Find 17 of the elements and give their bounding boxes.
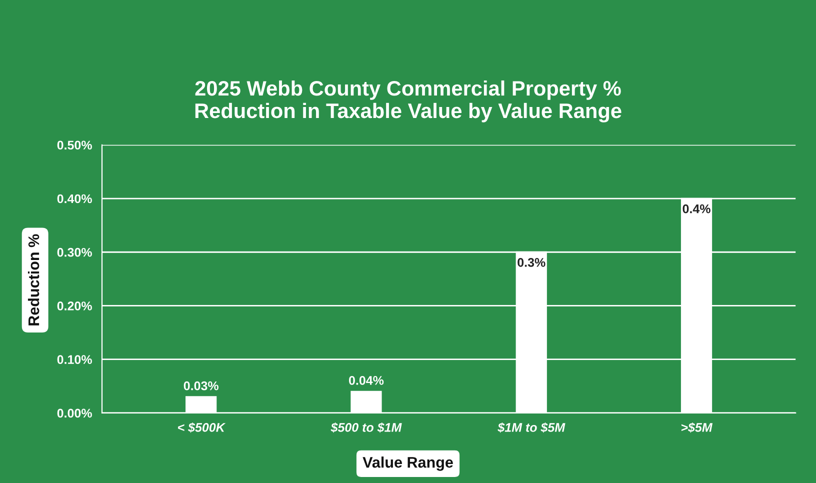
data-label: 0.3% [518, 258, 546, 267]
chart-title: 2025 Webb County Commercial Property % Reduction in Taxable Value by Value Range [195, 80, 622, 122]
y-tick-label: 0.30% [57, 248, 92, 257]
y-tick-label: 0.00% [57, 408, 92, 418]
x-tick-label: $1M to $5M [498, 422, 566, 433]
x-tick-label: $500 to $1M [330, 422, 402, 433]
x-tick-label: >$5M [681, 422, 713, 433]
y-tick-label: 0.40% [57, 194, 92, 204]
data-label: 0.03% [184, 381, 218, 390]
y-tick-label: 0.20% [57, 302, 92, 310]
data-label: 0.04% [349, 376, 384, 385]
y-tick-label: 0.10% [57, 355, 92, 364]
y-tick-label: 0.50% [57, 140, 92, 150]
y-axis-title: Reduction % [28, 234, 40, 326]
data-label: 0.4% [682, 204, 710, 214]
x-axis-title: Value Range [362, 456, 453, 471]
x-tick-label: < $500K [178, 422, 226, 433]
